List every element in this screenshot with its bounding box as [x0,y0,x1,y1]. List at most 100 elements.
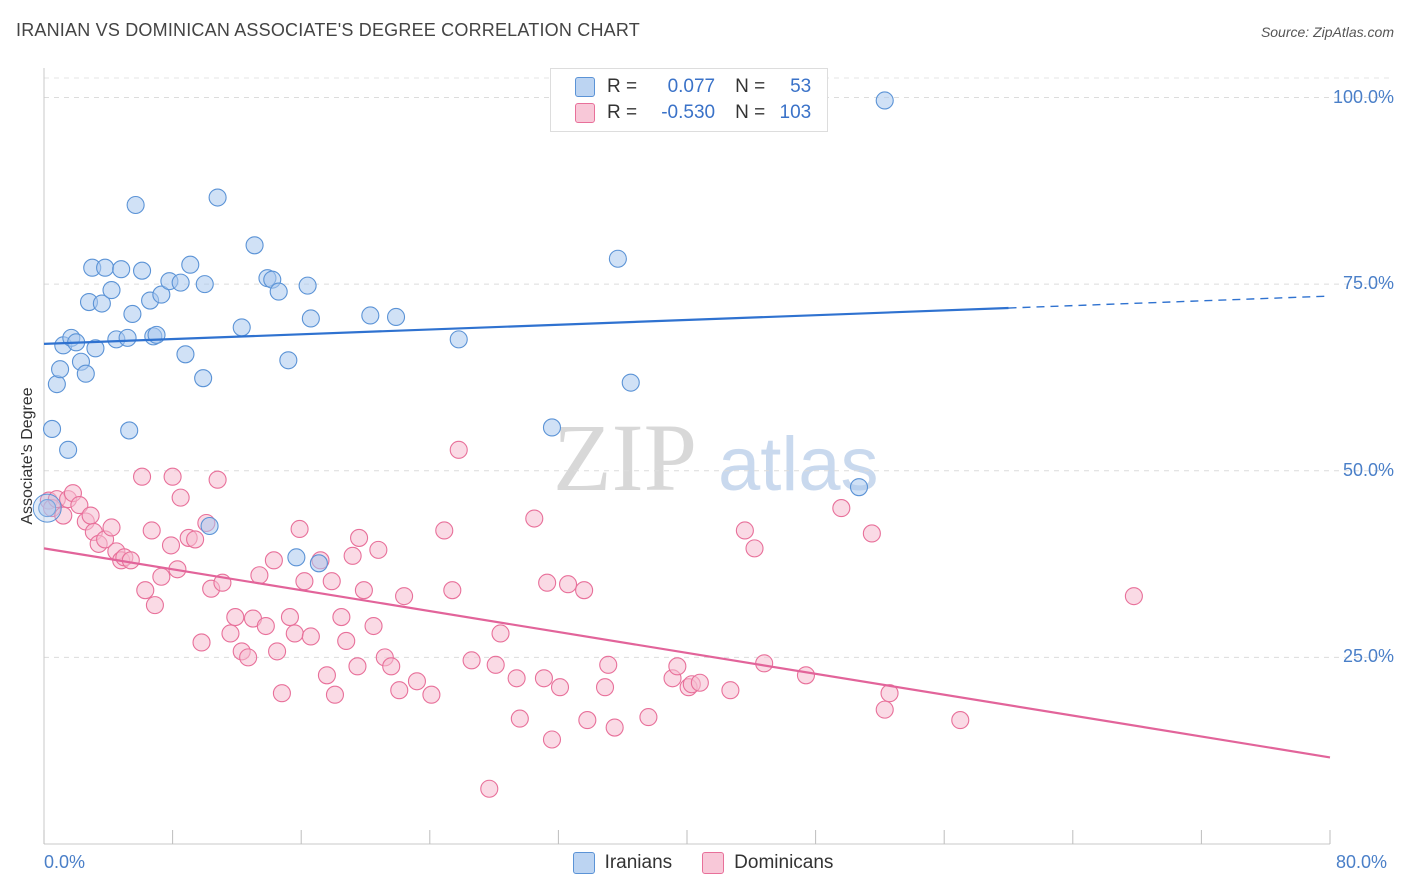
x-tick-label-min: 0.0% [44,852,86,872]
legend-item-dominicans: Dominicans [702,852,833,874]
dominican-point [510,709,529,728]
legend-row-dominicans: R = -0.530 N = 103 [575,101,811,125]
dominican-point [264,551,283,570]
r-label: R = [607,76,638,97]
iranian-point [301,309,320,328]
dominican-point [186,530,205,549]
dominican-point [145,596,164,615]
n-value: 103 [779,102,812,123]
dominican-point [348,657,367,676]
iranian-point [298,276,317,295]
watermark: ZIP atlas [553,404,879,511]
dominican-point [382,657,401,676]
iranian-point [386,307,406,327]
dominican-point [171,488,190,507]
iranians-trend-extension [1008,295,1331,309]
legend-label-dominicans: Dominicans [734,852,834,873]
iranian-point [92,294,111,313]
dominican-point [70,496,89,515]
iranian-point [152,285,171,304]
dominican-point [54,506,73,525]
dominican-point [862,524,881,543]
iranian-point [42,419,62,438]
dominican-point [462,651,481,670]
iranian-point [232,318,251,337]
iranian-point [118,328,137,347]
y-tick-label: 100.0% [1332,86,1394,107]
iranian-point [542,418,562,437]
dominican-point [832,499,851,518]
dominican-point [322,572,341,591]
iranian-point [449,330,468,349]
dominican-point [272,684,291,703]
iranian-point [309,554,328,573]
axes [43,68,1331,845]
dominican-point [525,509,544,528]
legend-item-iranians: Iranians [572,852,673,874]
dominican-point [136,581,155,600]
dominican-point [102,518,121,537]
dominican-point [796,666,816,685]
dominican-point [369,540,388,559]
iranian-point [621,373,640,392]
dominican-point [407,672,426,691]
iranian-point [38,499,57,518]
iranian-point [59,440,78,459]
watermark-zip: ZIP [553,404,697,511]
iranians-legend-swatch [572,852,595,874]
iranian-point [608,249,627,268]
dominican-point [301,627,320,646]
iranian-point [96,258,115,277]
iranians-trend-line [43,306,1009,345]
dominican-point [317,666,336,685]
iranian-point-cluster [32,493,62,523]
watermark-atlas: atlas [718,422,879,507]
r-value: 0.077 [667,76,716,97]
dominican-point [875,700,894,719]
iranian-point [133,261,152,280]
dominican-point [755,654,774,673]
n-label: N = [735,102,766,123]
grid-lines [44,77,1392,658]
trend-lines [43,295,1331,759]
dominican-point [192,633,211,652]
iranian-point [76,364,95,383]
dominican-point [951,711,970,730]
dominican-point [350,528,369,547]
dominican-point [534,669,553,688]
dominican-point [268,642,287,661]
dominican-point [81,506,100,525]
dominican-point [599,655,618,674]
dominican-point [449,440,468,459]
iranian-point [181,255,200,274]
dominican-point [142,521,161,540]
dominicans-trend-line [43,547,1331,759]
dominicans-points [39,440,1143,798]
dominican-point [538,573,557,592]
dominican-point [161,536,181,555]
iranian-point [112,260,131,279]
iranian-point [176,345,195,364]
legend-label-iranians: Iranians [604,852,673,873]
iranian-point [47,375,66,394]
dominican-point [745,539,764,558]
iranians-swatch [575,77,595,97]
dominican-point [435,521,454,540]
legend-row-iranians: R = 0.077 N = 53 [575,75,811,99]
dominican-point [595,678,615,697]
dominican-point [668,657,687,676]
iranian-point [875,91,894,110]
dominican-point [163,467,182,486]
series-legend: Iranians Dominicans [0,852,1406,874]
dominican-point [290,519,309,539]
dominican-point [133,467,152,486]
stats-legend: R = 0.077 N = 53 R = -0.530 N = 103 [550,68,828,132]
dominican-point [364,616,383,636]
dominican-point [332,608,351,627]
chart-title: IRANIAN VS DOMINICAN ASSOCIATE'S DEGREE … [16,20,640,40]
dominican-point [256,616,275,636]
dominican-point [486,655,505,674]
dominican-point [721,681,740,700]
dominican-point [1124,587,1143,606]
